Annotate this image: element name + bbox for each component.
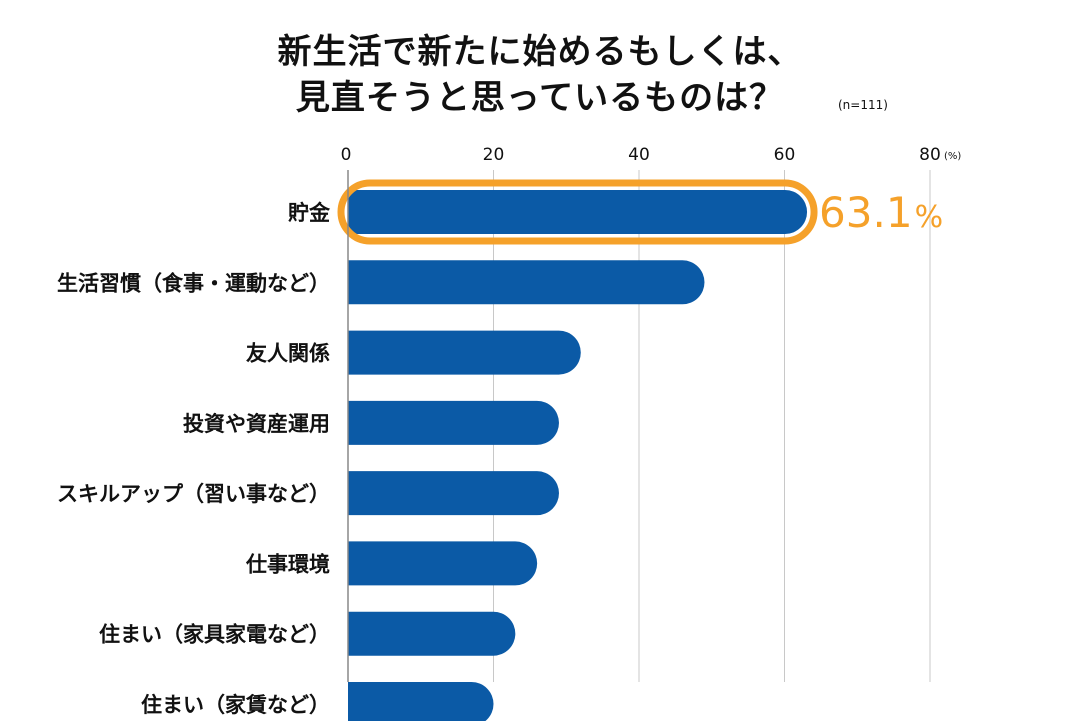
highlight-outline (337, 179, 818, 245)
chart-title-line1: 新生活で新たに始めるもしくは、 (277, 32, 803, 72)
category-label: 生活習慣（食事・運動など） (57, 271, 330, 295)
x-tick-label: 60 (774, 145, 796, 165)
highlight-value-label: 63.1 (819, 188, 913, 237)
bar (348, 682, 494, 721)
bar (348, 471, 559, 516)
bar (348, 400, 559, 445)
x-tick-label: 80 (919, 145, 941, 165)
bar (348, 260, 705, 305)
category-label: 住まい（家賃など） (141, 693, 330, 717)
category-label: 貯金 (288, 201, 331, 225)
bar (348, 541, 538, 586)
sample-size: (n=111) (838, 98, 888, 112)
chart-title-line2: 見直そうと思っているものは？ (295, 78, 785, 118)
x-tick-label: 0 (341, 145, 352, 165)
axis-unit: (%) (944, 151, 961, 162)
bar (348, 611, 516, 656)
category-label: 投資や資産運用 (183, 412, 330, 436)
category-label: 住まい（家具家電など） (99, 623, 330, 647)
category-label: スキルアップ（習い事など） (57, 482, 330, 506)
highlight-percent-sign: % (915, 200, 944, 235)
x-tick-label: 40 (628, 145, 650, 165)
bar (348, 330, 581, 375)
category-label: 友人関係 (246, 342, 330, 366)
bar (348, 190, 808, 234)
x-tick-label: 20 (483, 145, 505, 165)
category-label: 仕事環境 (245, 552, 330, 576)
